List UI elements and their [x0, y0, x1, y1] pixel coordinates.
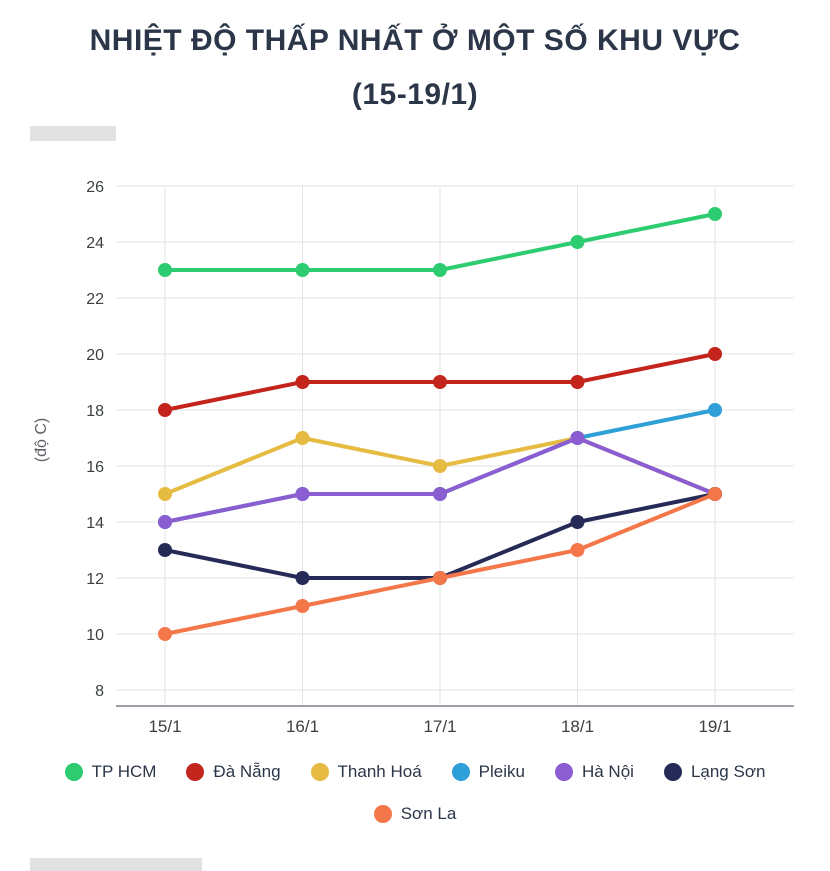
legend-dot-tp-hcm: [64, 763, 83, 781]
data-point: [570, 235, 585, 249]
temperature-line-chart: 8 10 12 14 16 18 20 22 24 26 15/1 16/1 17/1 18/1 19/1 (…: [33, 179, 794, 736]
data-point: [570, 431, 585, 445]
x-tick-label: 18/1: [561, 717, 594, 736]
legend-dot-son-la: [373, 805, 392, 823]
data-point: [295, 375, 310, 389]
chart-title: NHIỆT ĐỘ THẤP NHẤT Ở MỘT SỐ KHU VỰC (15-…: [0, 0, 830, 122]
data-point: [158, 543, 172, 557]
y-tick-label: 14: [86, 515, 104, 532]
data-point: [158, 263, 172, 277]
y-tick-label: 18: [86, 403, 104, 420]
y-tick-label: 20: [86, 347, 104, 364]
data-point: [570, 543, 585, 557]
legend-item-son-la: Sơn La: [373, 804, 457, 824]
y-tick-label: 26: [86, 179, 104, 196]
x-tick-label: 15/1: [148, 717, 181, 736]
legend-row-2: Sơn La: [0, 804, 830, 824]
x-tick-label: 19/1: [698, 717, 731, 736]
data-point: [433, 487, 447, 501]
y-tick-label: 10: [86, 627, 104, 644]
y-tick-label: 22: [86, 291, 104, 308]
y-axis-title: (độ C): [33, 418, 50, 462]
legend-label-ha-noi: Hà Nội: [581, 762, 634, 781]
legend-item-tp-hcm: TP HCM: [64, 762, 157, 782]
legend-item-thanh-hoa: Thanh Hoá: [310, 762, 422, 782]
data-point: [433, 263, 447, 277]
legend-item-lang-son: Lạng Sơn: [663, 762, 766, 782]
y-tick-label: 8: [95, 683, 104, 700]
data-point: [295, 487, 310, 501]
data-point: [295, 263, 310, 277]
chart-legend: TP HCM Đà Nẵng Thanh Hoá Pleiku Hà Nội L…: [0, 762, 830, 824]
data-point: [158, 627, 172, 641]
decorative-gray-bar-top: [30, 126, 116, 141]
data-point: [708, 487, 722, 501]
data-point: [433, 571, 447, 585]
data-point: [158, 515, 172, 529]
data-point: [708, 207, 722, 221]
y-tick-label: 12: [86, 571, 104, 588]
data-point: [158, 403, 172, 417]
data-point: [708, 403, 722, 417]
legend-label-son-la: Sơn La: [400, 804, 457, 823]
legend-item-ha-noi: Hà Nội: [554, 762, 634, 782]
x-tick-label: 17/1: [423, 717, 456, 736]
data-point: [570, 375, 585, 389]
chart-title-line1: NHIỆT ĐỘ THẤP NHẤT Ở MỘT SỐ KHU VỰC: [89, 24, 741, 57]
y-tick-label: 16: [86, 459, 104, 476]
legend-label-lang-son: Lạng Sơn: [690, 762, 766, 781]
legend-item-da-nang: Đà Nẵng: [186, 762, 281, 782]
decorative-gray-bar-bottom: [30, 858, 202, 871]
legend-label-da-nang: Đà Nẵng: [213, 762, 281, 781]
chart-title-line2: (15-19/1): [351, 78, 479, 111]
y-tick-label: 24: [86, 235, 104, 252]
data-point: [295, 431, 310, 445]
data-point: [295, 599, 310, 613]
data-point: [295, 571, 310, 585]
data-point: [708, 347, 722, 361]
legend-dot-pleiku: [451, 763, 470, 781]
x-tick-label: 16/1: [286, 717, 319, 736]
legend-row-1: TP HCM Đà Nẵng Thanh Hoá Pleiku Hà Nội L…: [0, 762, 830, 782]
data-point: [158, 487, 172, 501]
legend-item-pleiku: Pleiku: [451, 762, 525, 782]
legend-dot-ha-noi: [554, 763, 573, 781]
legend-label-pleiku: Pleiku: [478, 762, 525, 781]
data-point: [433, 375, 447, 389]
data-point: [570, 515, 585, 529]
legend-dot-thanh-hoa: [310, 763, 329, 781]
legend-dot-da-nang: [186, 763, 205, 781]
legend-dot-lang-son: [663, 763, 682, 781]
legend-label-thanh-hoa: Thanh Hoá: [337, 762, 422, 781]
data-point: [433, 459, 447, 473]
legend-label-tp-hcm: TP HCM: [91, 762, 157, 781]
